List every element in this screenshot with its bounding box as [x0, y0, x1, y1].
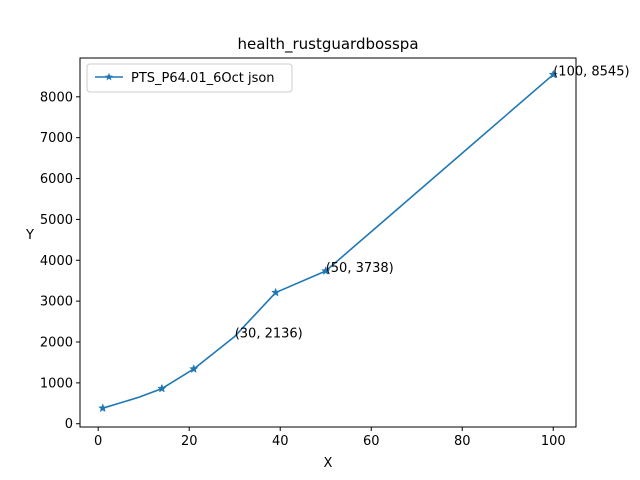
series-layer [98, 69, 558, 413]
point-annotation: (30, 2136) [235, 326, 303, 341]
legend: PTS_P64.01_6Oct json [86, 63, 293, 93]
annotation-layer: (30, 2136) (50, 3738) (100, 8545) [235, 65, 630, 342]
axis-ticks: 0 20 40 60 80 1000100020003000400050006000700… [40, 90, 566, 449]
point-annotation: (100, 8545) [553, 65, 629, 80]
data-point-star [271, 287, 281, 297]
legend-entry-label: PTS_P64.01_6Oct json [131, 71, 275, 86]
y-tick-label: 3000 [40, 295, 73, 310]
y-axis-label: Y [25, 228, 34, 243]
legend-star-marker [105, 72, 113, 81]
x-tick-label: 100 [541, 434, 566, 449]
series-line [102, 73, 554, 409]
x-tick-label: 20 [181, 434, 198, 449]
y-tick-label: 7000 [40, 131, 73, 146]
chart-title: health_rustguardbosspa [237, 35, 418, 54]
point-annotation: (50, 3738) [326, 261, 394, 276]
y-tick-label: 4000 [40, 254, 73, 269]
x-tick-label: 40 [272, 434, 289, 449]
data-point-star [189, 364, 199, 373]
y-tick-label: 8000 [40, 90, 73, 105]
y-tick-label: 2000 [40, 336, 73, 351]
data-point-star [548, 69, 558, 79]
data-point-star [98, 403, 108, 413]
x-tick-label: 80 [454, 434, 471, 449]
y-tick-label: 0 [65, 417, 73, 432]
x-tick-label: 0 [94, 434, 102, 449]
legend-box [86, 63, 293, 93]
data-point-star [321, 266, 331, 275]
x-axis-label: X [324, 456, 333, 471]
y-tick-label: 5000 [40, 213, 73, 228]
plot-frame [79, 57, 577, 428]
data-point-star [157, 383, 167, 393]
y-tick-label: 1000 [40, 376, 73, 391]
y-tick-label: 6000 [40, 172, 73, 187]
x-tick-label: 60 [363, 434, 380, 449]
